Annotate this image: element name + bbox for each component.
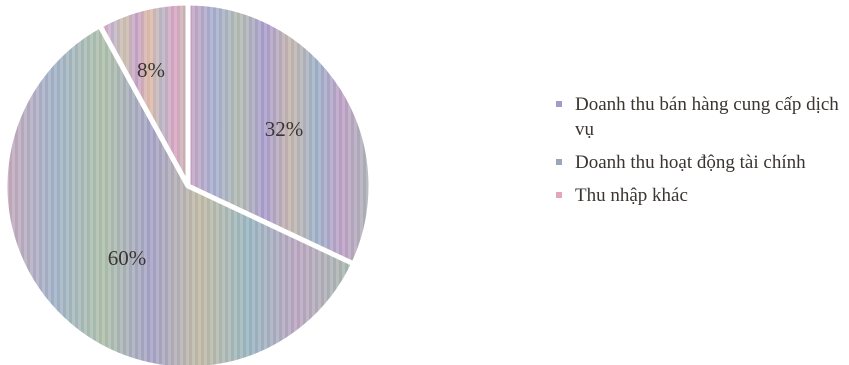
legend-item-1: Doanh thu bán hàng cung cấp dịch vụ [555,92,840,142]
legend-swatch-2 [556,159,562,165]
pie-slice-1 [185,0,374,268]
pie-value-label-3: 8% [137,58,165,82]
legend-swatch-1 [556,101,562,107]
pie-value-labels: 32% 60% 8% [108,58,304,270]
pie-value-label-1: 32% [265,117,304,141]
pie-value-label-2: 60% [108,246,147,270]
pie-slice-3 [96,0,191,188]
chart-legend: Doanh thu bán hàng cung cấp dịch vụ Doanh… [555,92,840,216]
pie-slices [2,0,374,365]
legend-swatch-3 [556,192,562,198]
legend-label-1: Doanh thu bán hàng cung cấp dịch vụ [575,94,839,140]
legend-label-3: Thu nhập khác [575,185,688,206]
legend-item-2: Doanh thu hoạt động tài chính [555,150,840,175]
pie-slice-2 [2,22,357,365]
legend-label-2: Doanh thu hoạt động tài chính [575,152,806,173]
legend-item-3: Thu nhập khác [555,183,840,208]
